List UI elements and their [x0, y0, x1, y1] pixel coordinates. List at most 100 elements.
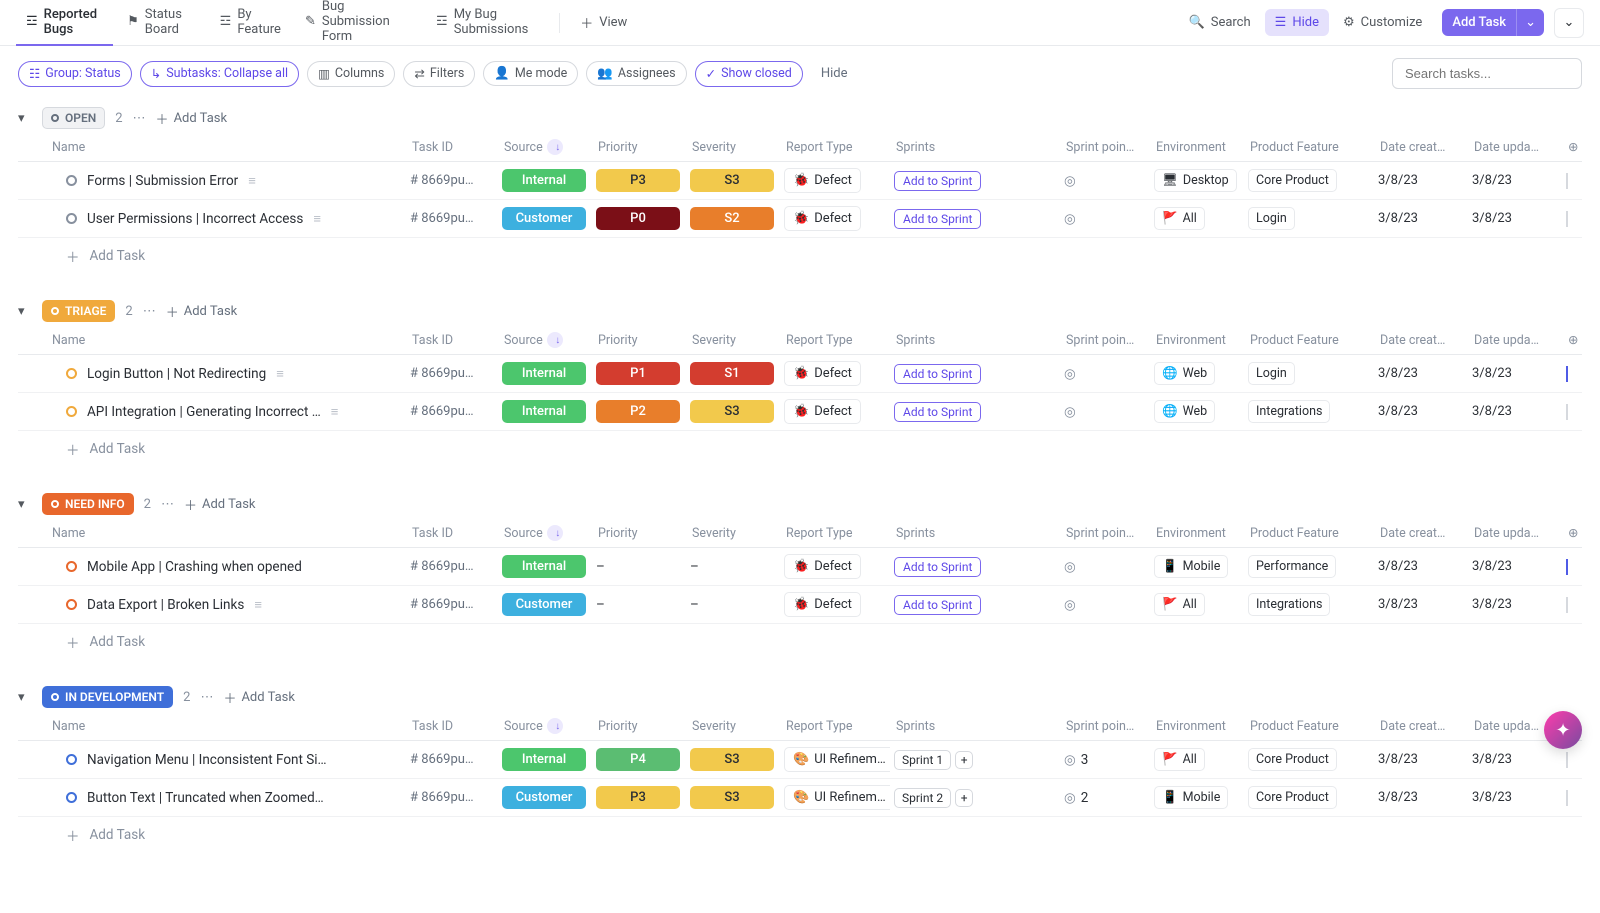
add-sprint-button[interactable]: + — [955, 751, 973, 769]
report-cell[interactable]: 🎨UI Refinem… — [780, 785, 890, 810]
col-points[interactable]: Sprint poin… — [1060, 333, 1150, 348]
add-to-sprint-button[interactable]: Add to Sprint — [894, 364, 981, 384]
task-id[interactable]: # 8669pu… — [406, 559, 498, 574]
group-add-task-button[interactable]: ＋Add Task — [223, 688, 295, 707]
task-row[interactable]: Navigation Menu | Inconsistent Font Si… … — [18, 741, 1582, 779]
env-cell[interactable]: 🖥Desktop — [1150, 169, 1244, 192]
col-source[interactable]: Source ↓ — [498, 718, 592, 734]
add-task-dropdown[interactable]: ⌄ — [1516, 9, 1544, 36]
cell[interactable]: Internal — [498, 400, 592, 423]
col-report[interactable]: Report Type — [780, 140, 890, 155]
status-chip[interactable]: OPEN — [42, 107, 105, 129]
add-task-button[interactable]: Add Task — [1442, 9, 1516, 36]
col-report[interactable]: Report Type — [780, 719, 890, 734]
name-cell[interactable]: Data Export | Broken Links ≡ — [46, 597, 406, 613]
col-updated[interactable]: Date upda… — [1468, 526, 1562, 541]
checkbox-cell[interactable] — [1562, 211, 1600, 227]
cell[interactable]: P3 — [592, 786, 686, 809]
checkbox-cell[interactable] — [1562, 790, 1600, 806]
col-env[interactable]: Environment — [1150, 719, 1244, 734]
name-cell[interactable]: Forms | Submission Error ≡ — [46, 173, 406, 189]
status-chip[interactable]: TRIAGE — [42, 300, 115, 322]
col-priority[interactable]: Priority — [592, 719, 686, 734]
points-cell[interactable]: ◎3 — [1060, 752, 1150, 768]
cell[interactable]: S3 — [686, 786, 780, 809]
more-button[interactable]: ⌄ — [1554, 8, 1584, 38]
fab-button[interactable]: ✦ — [1544, 711, 1582, 749]
feature-cell[interactable]: Performance — [1244, 555, 1374, 578]
me-mode-pill[interactable]: 👤 Me mode — [483, 61, 578, 86]
col-source[interactable]: Source ↓ — [498, 525, 592, 541]
name-cell[interactable]: Button Text | Truncated when Zoomed… — [46, 790, 406, 806]
col-sprints[interactable]: Sprints — [890, 719, 1060, 734]
add-sprint-button[interactable]: + — [955, 789, 973, 807]
col-report[interactable]: Report Type — [780, 333, 890, 348]
col-sprints[interactable]: Sprints — [890, 526, 1060, 541]
add-column-button[interactable]: ⊕ — [1562, 332, 1600, 348]
report-cell[interactable]: 🎨UI Refinem… — [780, 747, 890, 772]
add-to-sprint-button[interactable]: Add to Sprint — [894, 557, 981, 577]
checkbox[interactable] — [1566, 597, 1568, 613]
cell[interactable]: Customer — [498, 593, 592, 616]
task-id[interactable]: # 8669pu… — [406, 597, 498, 612]
status-circle-icon[interactable] — [66, 792, 77, 803]
cell[interactable]: Internal — [498, 555, 592, 578]
col-env[interactable]: Environment — [1150, 333, 1244, 348]
customize-button[interactable]: ⚙ Customize — [1333, 9, 1432, 36]
search-input[interactable] — [1392, 58, 1582, 89]
cell[interactable]: P0 — [592, 207, 686, 230]
view-tab[interactable]: ☲Reported Bugs — [16, 0, 113, 46]
checkbox-cell[interactable] — [1562, 366, 1600, 382]
col-created[interactable]: Date creat… — [1374, 333, 1468, 348]
checkbox[interactable] — [1566, 173, 1568, 189]
checkbox-cell[interactable] — [1562, 559, 1600, 575]
col-sprints[interactable]: Sprints — [890, 333, 1060, 348]
status-chip[interactable]: IN DEVELOPMENT — [42, 686, 173, 708]
feature-cell[interactable]: Login — [1244, 207, 1374, 230]
cell[interactable]: P4 — [592, 748, 686, 771]
group-more-button[interactable]: ⋯ — [143, 304, 156, 319]
group-add-task-button[interactable]: ＋Add Task — [156, 109, 228, 128]
cell[interactable]: Customer — [498, 207, 592, 230]
points-cell[interactable]: ◎ — [1060, 559, 1150, 575]
env-cell[interactable]: 🚩All — [1150, 748, 1244, 771]
cell[interactable]: S3 — [686, 748, 780, 771]
cell[interactable]: S1 — [686, 362, 780, 385]
col-env[interactable]: Environment — [1150, 526, 1244, 541]
env-cell[interactable]: 🚩All — [1150, 593, 1244, 616]
sprint-chip[interactable]: Sprint 2 — [894, 788, 951, 808]
report-cell[interactable]: 🐞Defect — [780, 206, 890, 231]
add-to-sprint-button[interactable]: Add to Sprint — [894, 595, 981, 615]
view-tab[interactable]: ⚑Status Board — [117, 0, 206, 46]
add-task-row[interactable]: ＋Add Task — [18, 431, 1582, 467]
points-cell[interactable]: ◎ — [1060, 366, 1150, 382]
points-cell[interactable]: ◎ — [1060, 211, 1150, 227]
assignees-pill[interactable]: 👥 Assignees — [586, 61, 686, 86]
col-report[interactable]: Report Type — [780, 526, 890, 541]
collapse-toggle[interactable]: ▾ — [18, 111, 32, 126]
env-cell[interactable]: 📱Mobile — [1150, 555, 1244, 578]
points-cell[interactable]: ◎ — [1060, 597, 1150, 613]
add-column-button[interactable]: ⊕ — [1562, 139, 1600, 155]
task-row[interactable]: API Integration | Generating Incorrect …… — [18, 393, 1582, 431]
feature-cell[interactable]: Integrations — [1244, 593, 1374, 616]
task-id[interactable]: # 8669pu… — [406, 366, 498, 381]
col-severity[interactable]: Severity — [686, 526, 780, 541]
subtasks-pill[interactable]: ↳ Subtasks: Collapse all — [140, 61, 299, 87]
col-source[interactable]: Source ↓ — [498, 139, 592, 155]
report-cell[interactable]: 🐞Defect — [780, 592, 890, 617]
group-more-button[interactable]: ⋯ — [200, 690, 213, 705]
checkbox[interactable] — [1566, 790, 1568, 806]
task-id[interactable]: # 8669pu… — [406, 211, 498, 226]
env-cell[interactable]: 🌐Web — [1150, 400, 1244, 423]
col-created[interactable]: Date creat… — [1374, 719, 1468, 734]
name-cell[interactable]: Login Button | Not Redirecting ≡ — [46, 366, 406, 382]
status-circle-icon[interactable] — [66, 754, 77, 765]
view-tab[interactable]: ☲By Feature — [210, 0, 291, 46]
task-id[interactable]: # 8669pu… — [406, 752, 498, 767]
col-feature[interactable]: Product Feature — [1244, 140, 1374, 155]
group-add-task-button[interactable]: ＋Add Task — [184, 495, 256, 514]
checkbox-cell[interactable] — [1562, 597, 1600, 613]
cell[interactable]: Internal — [498, 169, 592, 192]
col-env[interactable]: Environment — [1150, 140, 1244, 155]
